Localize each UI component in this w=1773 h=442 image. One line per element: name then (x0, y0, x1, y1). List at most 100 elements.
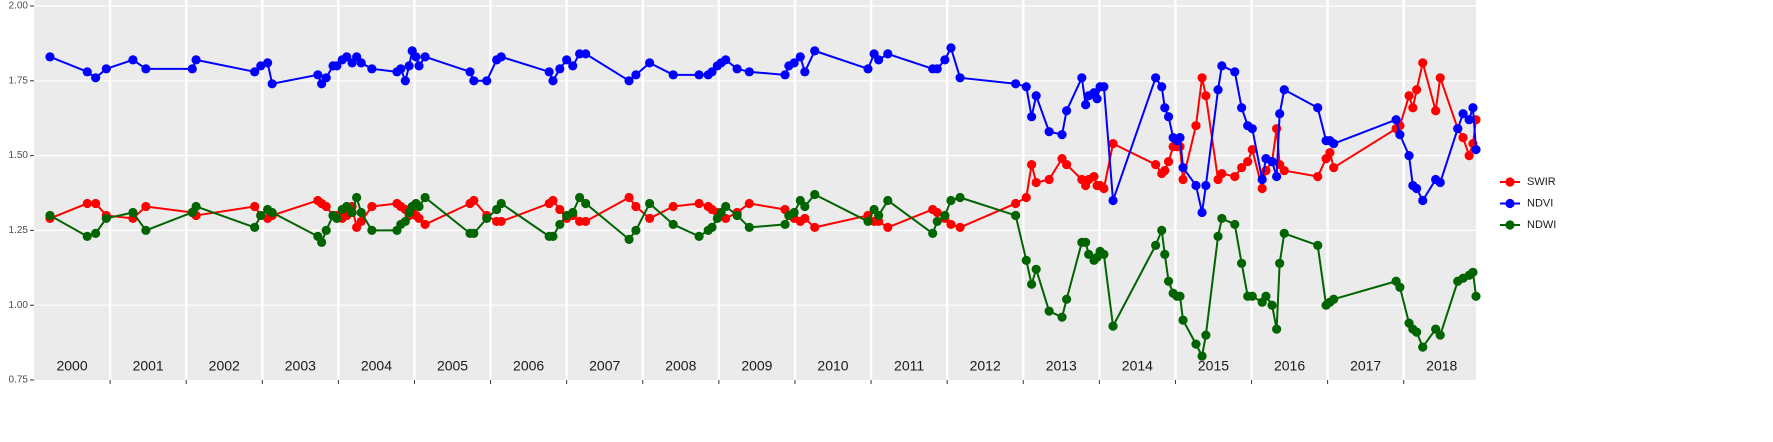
point (1217, 168, 1227, 179)
point (1267, 300, 1277, 310)
point (1279, 228, 1289, 238)
point (321, 225, 331, 235)
point (946, 43, 956, 53)
point (82, 67, 92, 77)
point (267, 79, 277, 89)
point (1191, 121, 1201, 131)
point (91, 198, 101, 209)
point (1471, 145, 1481, 155)
point (1261, 291, 1271, 301)
point (932, 216, 942, 227)
y-tick-label: 2.00 (9, 1, 29, 12)
point (800, 67, 810, 77)
point (955, 73, 965, 83)
point (128, 55, 138, 65)
point (356, 58, 366, 68)
point (482, 213, 492, 224)
legend-point (1505, 198, 1515, 209)
point (82, 198, 92, 209)
point (780, 70, 790, 80)
point (707, 222, 717, 233)
point (1435, 330, 1445, 340)
point (575, 192, 585, 203)
point (496, 52, 506, 62)
point (256, 210, 266, 221)
point (874, 55, 884, 65)
point (863, 216, 873, 227)
point (883, 195, 893, 206)
point (1197, 73, 1207, 83)
point (668, 70, 678, 80)
point (1027, 279, 1037, 289)
point (1468, 103, 1478, 113)
point (932, 64, 942, 74)
point (568, 61, 578, 71)
point (1412, 183, 1422, 194)
point (1395, 282, 1405, 292)
point (1230, 67, 1240, 77)
marks (45, 43, 1481, 361)
legend-point (1505, 177, 1515, 187)
point (1160, 103, 1170, 113)
point (1458, 133, 1468, 143)
point (1151, 240, 1161, 250)
point (1092, 94, 1102, 104)
point (469, 195, 479, 206)
point (342, 201, 352, 212)
y-tick-label: 0.75 (9, 375, 29, 386)
point (367, 64, 377, 74)
point (732, 210, 742, 221)
point (45, 52, 55, 62)
point (420, 52, 430, 62)
point (955, 222, 965, 233)
point (1404, 151, 1414, 161)
point (1267, 156, 1277, 167)
year-label: 2016 (1274, 358, 1305, 374)
point (1464, 151, 1474, 161)
point (694, 198, 704, 209)
point (1412, 327, 1422, 337)
year-label: 2005 (437, 358, 468, 374)
point (404, 61, 414, 71)
point (250, 222, 260, 233)
point (1044, 174, 1054, 185)
point (1404, 91, 1414, 101)
point (721, 55, 731, 65)
point (1237, 258, 1247, 268)
point (1021, 255, 1031, 265)
point (1011, 79, 1021, 89)
point (1084, 249, 1094, 259)
point (1027, 159, 1037, 170)
point (317, 237, 327, 247)
point (1412, 85, 1422, 95)
point (800, 201, 810, 212)
point (1031, 264, 1041, 274)
point (141, 64, 151, 74)
point (1157, 82, 1167, 92)
point (1237, 162, 1247, 173)
point (1237, 103, 1247, 113)
point (1027, 112, 1037, 122)
point (1201, 180, 1211, 191)
point (101, 213, 111, 224)
point (631, 70, 641, 80)
point (1077, 73, 1087, 83)
point (1275, 258, 1285, 268)
panel (34, 0, 1476, 380)
point (469, 228, 479, 238)
year-label: 2010 (817, 358, 848, 374)
legend: SWIR NDVI NDWI (1500, 176, 1556, 231)
point (1163, 276, 1174, 286)
point (1197, 351, 1207, 361)
point (744, 67, 754, 77)
point (800, 213, 810, 224)
point (548, 76, 558, 86)
point (1099, 82, 1109, 92)
point (263, 58, 273, 68)
point (555, 219, 565, 230)
point (1151, 73, 1161, 83)
point (562, 55, 572, 65)
point (1247, 291, 1257, 301)
